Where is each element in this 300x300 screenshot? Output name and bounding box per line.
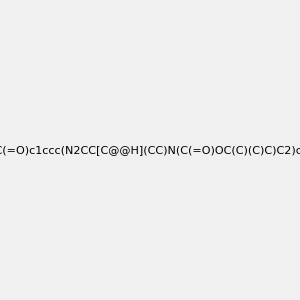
Text: COC(=O)c1ccc(N2CC[C@@H](CC)N(C(=O)OC(C)(C)C)C2)cc1F: COC(=O)c1ccc(N2CC[C@@H](CC)N(C(=O)OC(C)(… (0, 145, 300, 155)
